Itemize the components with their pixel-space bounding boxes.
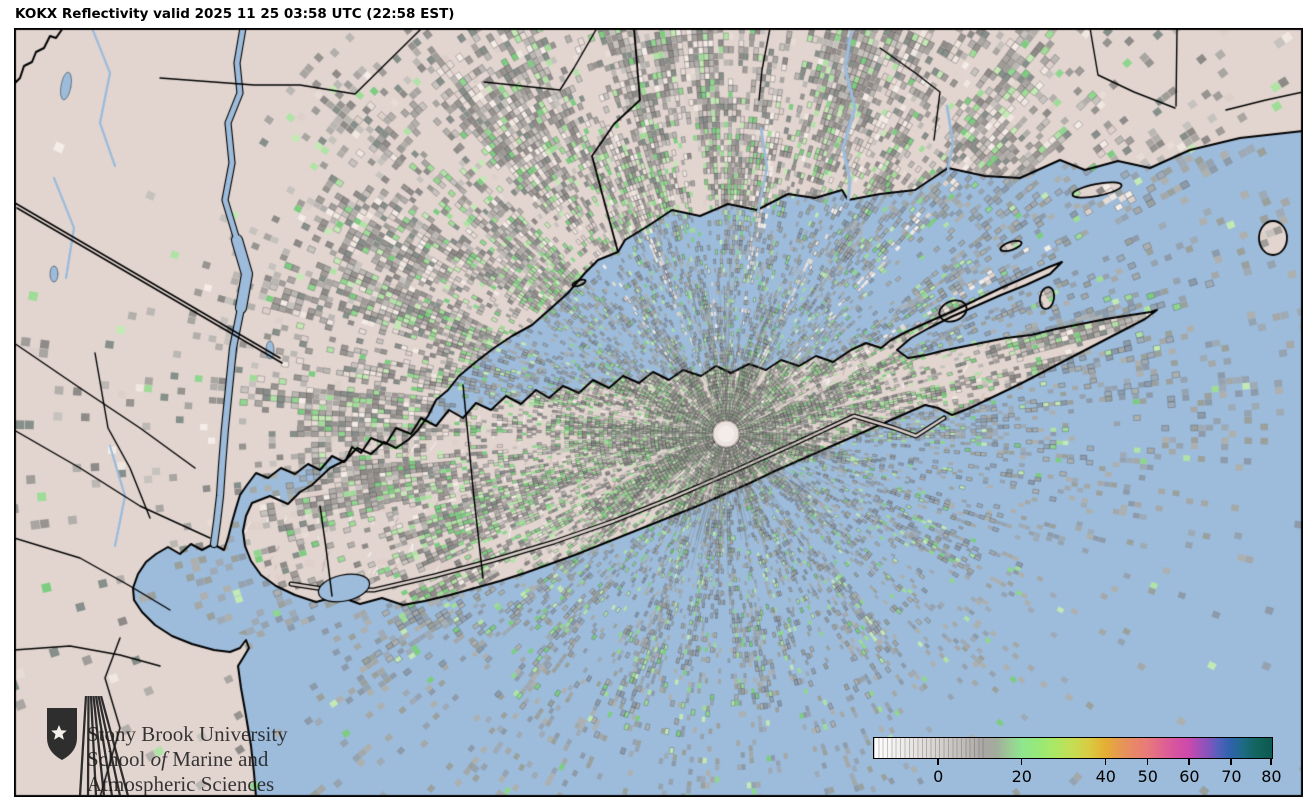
colorbar-tick-mark	[1270, 759, 1272, 765]
colorbar-tick-mark	[937, 759, 939, 765]
colorbar-tick-label: 20	[1011, 767, 1032, 786]
colorbar-tick-label: 40	[1095, 767, 1116, 786]
page-title: KOKX Reflectivity valid 2025 11 25 03:58…	[15, 6, 455, 22]
colorbar-tick-label: 0	[933, 767, 944, 786]
logo-line-1: Stony Brook University	[87, 722, 288, 746]
stony-brook-shield-icon	[47, 696, 130, 797]
colorbar-tick-label: 70	[1221, 767, 1242, 786]
stony-brook-logo: Stony Brook University School of Marine …	[42, 696, 462, 797]
logo-line-3: Atmospheric Sciences	[87, 772, 275, 796]
colorbar-tick-mark	[1146, 759, 1149, 765]
colorbar-tick-label: 50	[1137, 767, 1158, 786]
logo-line-2: School of Marine and	[87, 747, 269, 771]
colorbar-tick-mark	[1020, 759, 1023, 765]
colorbar-tick-label: 80	[1261, 767, 1282, 786]
radar-map: Stony Brook University School of Marine …	[14, 28, 1303, 797]
colorbar-gradient	[873, 737, 1273, 759]
colorbar-tick-mark	[1188, 759, 1190, 765]
radar-map-canvas	[14, 28, 1303, 797]
colorbar-tick-mark	[1104, 759, 1107, 765]
colorbar-hatch-pattern	[874, 738, 986, 758]
reflectivity-colorbar: 0 20 40 50 60 70 80	[873, 737, 1282, 786]
colorbar-tick-mark	[1230, 759, 1232, 765]
colorbar-tick-label: 60	[1179, 767, 1200, 786]
stony-brook-logo-text: Stony Brook University School of Marine …	[87, 722, 288, 797]
